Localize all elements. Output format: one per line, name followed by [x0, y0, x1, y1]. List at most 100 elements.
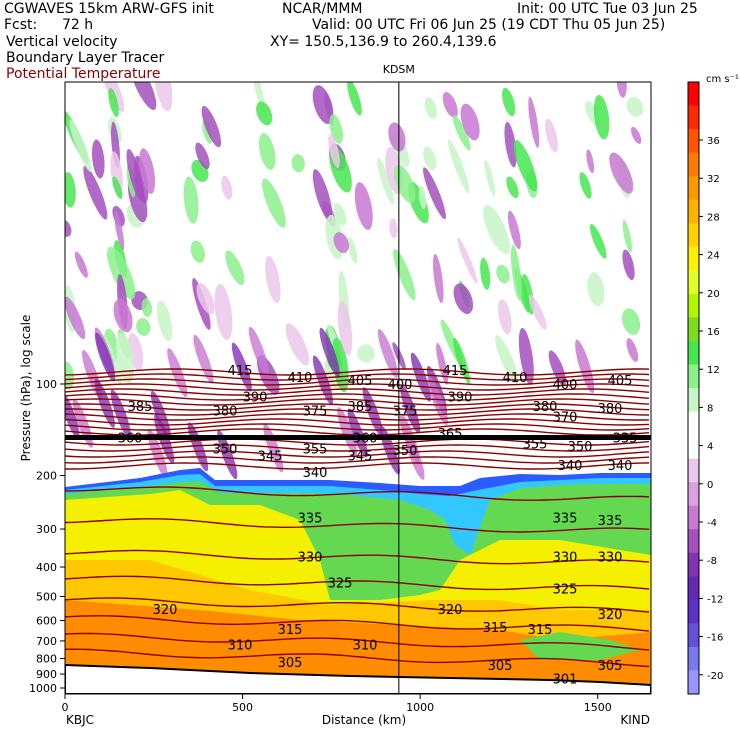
- theta-label: 340: [608, 459, 633, 474]
- wave-cell: [183, 176, 199, 224]
- wave-cell: [452, 114, 471, 151]
- theta-label: 385: [348, 400, 373, 415]
- cross-section-endpoints: XY= 150.5,136.9 to 260.4,139.6: [270, 34, 497, 50]
- wave-cell: [453, 283, 474, 314]
- theta-label: 380: [598, 402, 623, 417]
- colorbar-label: -16: [707, 633, 723, 644]
- wave-cell: [545, 118, 558, 153]
- colorbar-label: -20: [707, 671, 723, 682]
- theta-label: 350: [213, 443, 238, 458]
- vertical-velocity-waves: [65, 82, 644, 480]
- wave-cell: [630, 126, 642, 144]
- colorbar-label: 20: [707, 289, 720, 300]
- colorbar-frame: [687, 81, 700, 695]
- theta-contour: [65, 450, 650, 458]
- theta-label: 415: [443, 364, 468, 379]
- wave-cell: [312, 169, 333, 222]
- wave-cell: [130, 82, 157, 110]
- theta-label: 305: [598, 659, 623, 674]
- wave-cell: [621, 308, 641, 335]
- wave-cell: [424, 97, 437, 119]
- colorbar-label: 28: [707, 212, 720, 223]
- wave-cell: [586, 149, 595, 174]
- theta-contour: [65, 413, 650, 421]
- x-axis-label: Distance (km): [322, 713, 406, 727]
- y-tick-label: 700: [36, 635, 57, 648]
- wave-cell: [410, 352, 431, 402]
- colorbar-label: 0: [707, 480, 713, 491]
- theta-label: 335: [298, 512, 323, 527]
- wave-cell: [258, 133, 276, 170]
- colorbar-label: -12: [707, 594, 723, 605]
- wave-cell: [113, 299, 133, 333]
- theta-label: 315: [278, 623, 303, 638]
- theta-contour: [65, 549, 650, 565]
- tropopause-band: [65, 435, 651, 440]
- theta-label: 340: [303, 466, 328, 481]
- wave-cell: [91, 139, 105, 179]
- colorbar-swatch: [688, 176, 699, 201]
- legend-boundary-layer-tracer: Boundary Layer Tracer: [6, 50, 165, 66]
- theta-label: 301: [553, 672, 578, 687]
- wave-cell: [114, 210, 125, 251]
- wave-cell: [609, 152, 634, 194]
- theta-label: 335: [613, 432, 638, 447]
- wave-cell: [622, 249, 635, 281]
- theta-label: 320: [598, 608, 623, 623]
- wave-cell: [65, 296, 86, 340]
- station-marker-label: KDSM: [383, 63, 415, 76]
- colorbar-label: -4: [707, 518, 717, 529]
- wave-cell: [504, 121, 517, 168]
- colorbar-swatch: [688, 293, 699, 318]
- theta-contour: [65, 597, 650, 613]
- colorbar-swatch: [688, 646, 699, 671]
- colorbar-swatch: [688, 82, 699, 107]
- wave-cell: [217, 430, 238, 480]
- theta-contour: [65, 444, 650, 452]
- potential-temperature-labels: 415 410 405 400 415 410 400 405 390 385 380 375 385 3…: [118, 364, 638, 687]
- colorbar-swatch: [688, 599, 699, 624]
- x-tick-label: 1500: [584, 701, 612, 714]
- theta-label: 345: [348, 450, 373, 465]
- wave-cell: [495, 335, 519, 384]
- wave-cell: [108, 87, 119, 118]
- wave-cell: [388, 122, 406, 152]
- theta-contour: [65, 423, 650, 431]
- colorbar-swatch: [688, 529, 699, 554]
- theta-label: 355: [523, 438, 548, 453]
- colorbar-swatch: [688, 317, 699, 342]
- colorbar-swatch: [688, 388, 699, 413]
- colorbar-swatch: [688, 505, 699, 530]
- wave-cell: [285, 323, 310, 366]
- wave-cell: [333, 232, 349, 254]
- x-tick-label: 500: [232, 701, 253, 714]
- theta-label: 370: [553, 411, 578, 426]
- colorbar-swatch: [688, 152, 699, 177]
- boundary-layer-green-patch: [520, 632, 640, 660]
- wave-cell: [579, 172, 592, 199]
- wave-cell: [626, 338, 639, 362]
- wave-cell: [394, 164, 416, 204]
- wave-cell: [423, 146, 437, 171]
- colorbar-swatch: [688, 340, 699, 365]
- colorbar-swatch: [688, 576, 699, 601]
- wave-cell: [312, 355, 333, 405]
- colorbar-swatch: [688, 223, 699, 248]
- theta-contour: [65, 408, 650, 416]
- theta-contour: [65, 403, 650, 411]
- y-tick-label: 100: [36, 378, 57, 391]
- wave-cell: [448, 139, 470, 194]
- wave-cell: [262, 178, 286, 228]
- wave-cell: [427, 376, 448, 426]
- y-tick-label: 1000: [29, 682, 57, 695]
- theta-contour: [65, 615, 650, 632]
- theta-contour: [65, 575, 650, 591]
- theta-label: 330: [553, 551, 578, 566]
- colorbar-label: 8: [707, 403, 713, 414]
- wave-cell: [83, 165, 108, 220]
- colorbar-unit: cm s⁻¹: [706, 74, 739, 85]
- wave-cell: [156, 300, 173, 342]
- wave-cell: [312, 85, 334, 125]
- wave-cell: [518, 327, 534, 385]
